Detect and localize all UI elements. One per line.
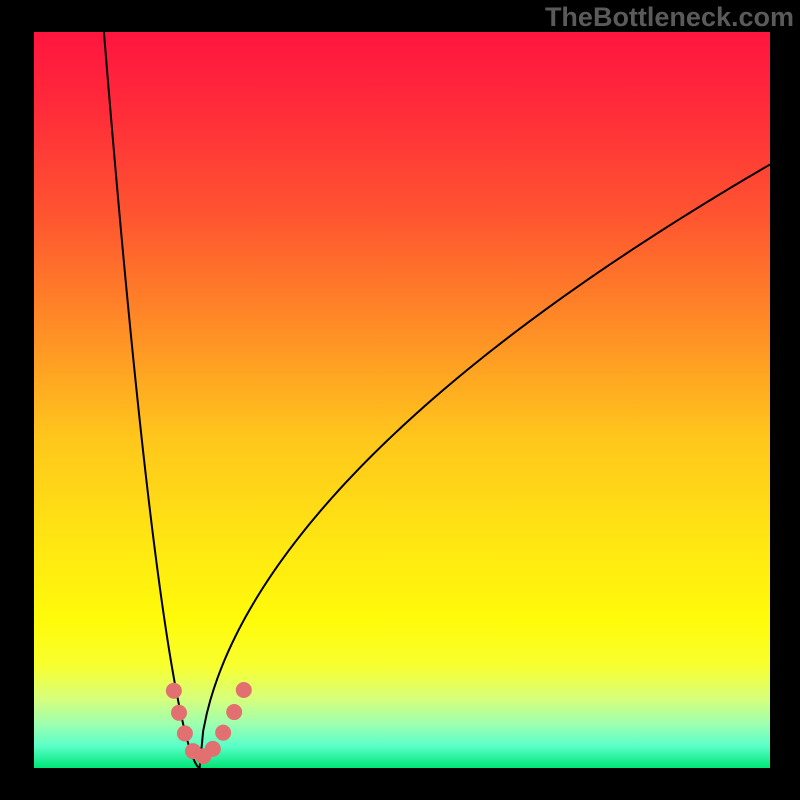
- marker-point: [205, 741, 221, 757]
- gradient-background: [34, 32, 770, 768]
- marker-point: [236, 682, 252, 698]
- marker-point: [226, 704, 242, 720]
- marker-point: [171, 705, 187, 721]
- chart-container: TheBottleneck.com: [0, 0, 800, 800]
- marker-point: [166, 683, 182, 699]
- plot-svg: [34, 32, 770, 768]
- marker-point: [177, 725, 193, 741]
- marker-point: [215, 725, 231, 741]
- watermark-text: TheBottleneck.com: [545, 2, 794, 33]
- plot-area: [34, 32, 770, 768]
